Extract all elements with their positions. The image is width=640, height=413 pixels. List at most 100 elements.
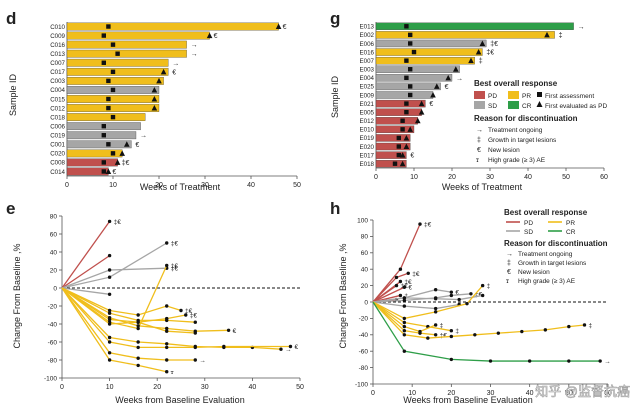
e-y-tick-label: 20 [50,267,58,274]
d-first-pd-marker [206,32,213,39]
e-y-tick-label: -80 [48,357,58,364]
d-x-tick-label: 0 [65,182,69,189]
h-end-label: ‡ [440,322,444,329]
e-end-label: ‡€ [171,266,179,273]
panel-d-ylabel: Sample ID [8,73,18,116]
d-end-label: € [135,142,139,149]
panel-d-swimmer-plot: 0 10 20 30 40 50 C010 € C009 € C016 → C013 → C007 → C017… [50,22,301,189]
h-series-line [372,285,397,303]
h-series-point [433,323,438,327]
d-end-label: ‡€ [122,160,130,167]
h-y-tick-label: 40 [361,267,369,274]
e-end-label: € [233,328,237,335]
g-category-label: E003 [360,67,375,74]
legend-g-first-assessment-marker [537,92,542,97]
e-series-point [165,263,169,268]
d-first-pd-marker [160,68,167,75]
g-x-tick-label: 30 [486,174,494,181]
d-bar [66,31,210,40]
d-end-label: → [140,133,147,140]
g-end-label: ‡ [479,58,483,65]
h-series-point [402,285,407,289]
g-bar [375,65,460,73]
e-series-point [193,358,197,362]
h-end-label: ‡ [487,283,491,290]
h-x-tick-label: 10 [408,390,416,397]
h-series-point [488,359,493,363]
g-bar [375,22,574,30]
h-series-point [402,349,407,353]
h-y-tick-label: -40 [359,332,369,339]
g-first-assessment-marker [408,32,413,38]
d-first-assessment-marker [101,60,106,65]
legend-h-label-growth: Growth in target lesions [518,260,587,267]
e-y-tick-label: 80 [50,213,58,220]
legend-g-swatch-cr [508,101,519,109]
g-bar [375,125,415,134]
legend-g-double-dagger-icon: ‡ [477,137,481,144]
g-bar [375,117,418,125]
d-first-assessment-marker [110,114,116,120]
e-series-point [288,344,293,349]
g-first-assessment-marker [400,127,405,132]
g-first-pd-marker [434,83,440,89]
h-end-label: ‡€ [412,271,420,278]
g-first-pd-marker [399,152,406,158]
g-end-label: ‡ [559,32,563,39]
legend-h-label-cr: CR [566,229,576,236]
legend-h-label-pr: PR [566,220,575,227]
h-series-point [449,293,454,298]
d-category-label: C016 [50,42,65,49]
d-end-label: € [172,69,176,76]
g-category-label: E013 [360,24,375,31]
h-series-point [598,359,602,363]
e-series-point [165,241,169,245]
e-series-point [165,370,169,374]
h-series-point [426,336,430,340]
legend-h-label-high-ae: High grade (≥ 3) AE [518,278,576,285]
e-series-point [107,358,112,362]
panel-letter-e: e [6,199,15,218]
g-first-assessment-marker [411,49,417,55]
d-x-tick-label: 20 [155,182,163,189]
e-x-tick-label: 0 [60,384,64,391]
e-y-tick-label: 60 [50,231,58,238]
h-series-point [402,304,407,308]
h-end-label: → [604,359,611,366]
h-series-point [402,316,407,321]
e-series-point [107,311,112,315]
h-series-point [567,359,571,363]
h-series-point [449,334,454,339]
g-first-assessment-marker [408,41,413,46]
e-end-label: → [199,358,206,365]
g-bar [375,74,453,82]
e-series-point [193,320,197,324]
e-series-point [107,292,112,296]
legend-h-label-new-lesion: New lesion [518,269,550,276]
h-end-label: ‡ [589,322,593,329]
e-end-label: ‡€ [114,219,122,226]
e-y-tick-label: 40 [50,249,58,256]
h-series-line [372,301,585,339]
e-series-point [179,308,183,313]
e-series-point [136,356,140,360]
d-category-label: C020 [50,151,65,158]
d-bar [66,77,164,85]
g-bar [375,56,475,65]
h-series-point [433,297,438,301]
g-category-label: E019 [360,135,375,142]
watermark: 知乎 @监督抗癌 [535,384,630,399]
panel-e-ylabel: Change From Baseline ,% [12,243,22,348]
panel-h-ylabel: Change From Baseline ,% [338,243,348,348]
e-series-line [61,221,111,289]
d-category-label: C006 [50,123,65,130]
g-first-assessment-marker [408,84,413,89]
g-x-tick-label: 0 [374,174,378,181]
h-series-point [402,298,407,303]
h-series-point [402,329,407,333]
g-category-label: E010 [360,127,375,134]
d-end-label: € [283,24,287,31]
g-x-tick-label: 20 [448,174,456,181]
legend-h-label-pd: PD [524,220,533,227]
d-x-tick-label: 10 [109,182,117,189]
